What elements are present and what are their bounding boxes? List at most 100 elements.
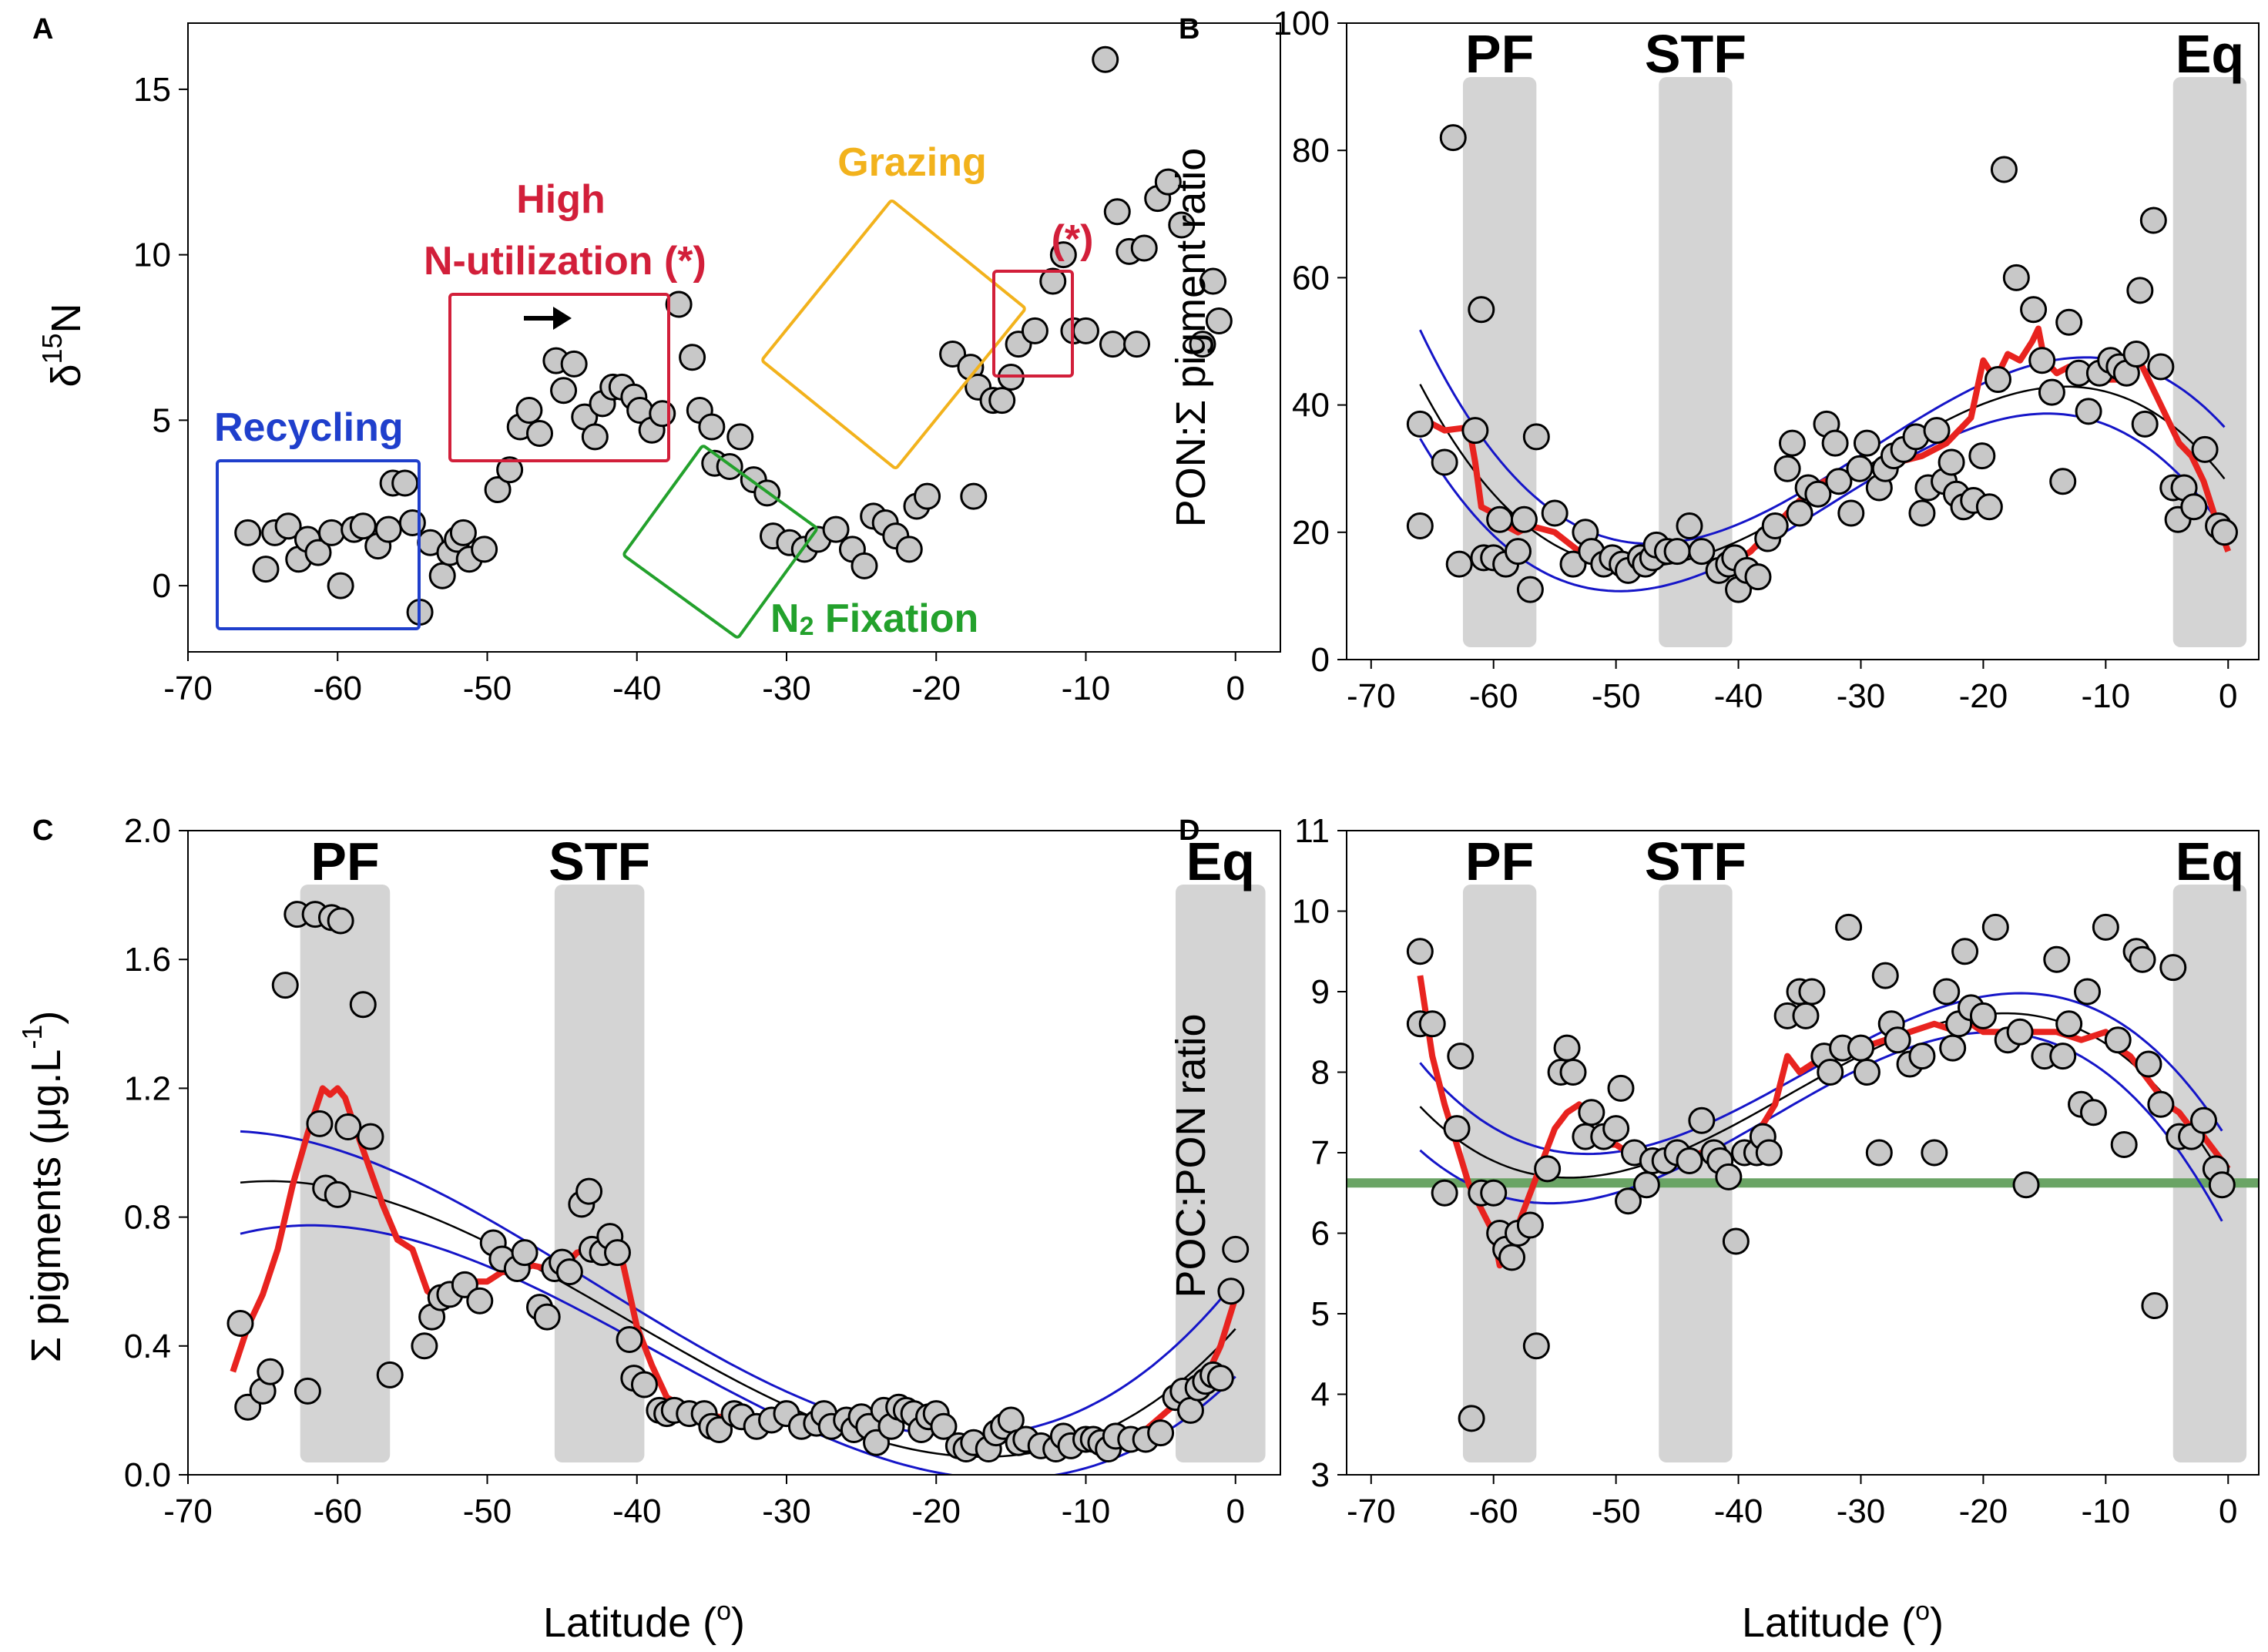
data-point <box>317 519 345 546</box>
y-tick-label: 5 <box>1311 1295 1330 1333</box>
data-point <box>1516 1211 1544 1239</box>
x-tick-label: -20 <box>1959 1493 2008 1530</box>
data-point <box>1663 538 1691 566</box>
x-tick-label: 0 <box>2219 1493 2237 1530</box>
data-point <box>1553 1034 1581 1062</box>
data-point <box>603 1239 631 1267</box>
data-point <box>1123 331 1151 358</box>
data-point <box>1969 1002 1997 1029</box>
data-point <box>1406 512 1434 540</box>
zone-band <box>1659 77 1733 647</box>
data-point <box>560 350 588 378</box>
x-tick-label: -40 <box>612 1493 662 1530</box>
data-point <box>726 423 754 451</box>
y-tick-label: 5 <box>153 401 171 439</box>
data-point <box>1676 1147 1703 1174</box>
data-point <box>1206 1365 1234 1392</box>
data-point <box>1798 978 1826 1006</box>
data-point <box>1458 1405 1485 1432</box>
y-tick-label: 8 <box>1311 1054 1330 1092</box>
panel-d-points <box>1406 913 2236 1432</box>
x-tick-label: -30 <box>762 670 811 707</box>
data-point <box>2139 206 2167 234</box>
data-point <box>234 519 262 546</box>
y-tick-label: 3 <box>1311 1456 1330 1494</box>
panel-a-points <box>234 45 1233 626</box>
y-tick-label: 7 <box>1311 1134 1330 1172</box>
data-point <box>2159 954 2187 982</box>
high-label-line2: N-utilization (*) <box>424 239 706 284</box>
data-point <box>555 1258 583 1286</box>
x-tick-label: -50 <box>1592 1493 1641 1530</box>
y-tick-label: 20 <box>1292 514 1330 552</box>
data-point <box>411 1332 438 1360</box>
data-point <box>1835 913 1863 941</box>
data-point <box>914 482 941 510</box>
data-point <box>1486 505 1514 533</box>
panel-c-y-axis-label: Σ pigments (μg.L-1) <box>16 1011 69 1363</box>
data-point <box>428 562 456 589</box>
x-tick-label: -30 <box>762 1493 811 1530</box>
y-tick-label: 9 <box>1311 973 1330 1011</box>
data-point <box>1817 1059 1844 1086</box>
zone-label: STF <box>549 831 650 891</box>
data-point <box>1522 423 1550 451</box>
data-point <box>1103 198 1131 226</box>
data-point <box>2147 1090 2175 1118</box>
data-point <box>1072 317 1099 344</box>
data-point <box>374 515 402 543</box>
panel-c-frame <box>187 830 1281 1476</box>
equatorial-star-label: (*) <box>1052 217 1094 262</box>
data-point <box>1099 331 1126 358</box>
data-point <box>2055 308 2083 336</box>
y-tick-label: 6 <box>1311 1215 1330 1253</box>
data-point <box>1534 1155 1562 1183</box>
data-point <box>2012 1171 2040 1199</box>
data-point <box>324 1180 351 1208</box>
data-point <box>2208 1171 2236 1199</box>
data-point <box>274 512 302 540</box>
data-point <box>550 377 578 405</box>
zone-band <box>1659 885 1733 1462</box>
zone-band <box>1176 885 1266 1462</box>
data-point <box>1990 156 2018 183</box>
data-point <box>1602 1115 1630 1143</box>
data-point <box>2020 296 2048 324</box>
data-point <box>1406 938 1434 965</box>
zone-label: STF <box>1645 24 1746 84</box>
high-n-utilization-box <box>448 293 670 462</box>
data-point <box>1049 241 1077 269</box>
x-tick-label: -40 <box>1714 1493 1763 1530</box>
data-point <box>1147 1419 1175 1447</box>
data-point <box>1445 550 1473 578</box>
data-point <box>1778 429 1806 457</box>
panel-d-x-axis-label: Latitude (o) <box>1742 1597 1944 1646</box>
data-point <box>271 972 299 999</box>
data-point <box>2126 277 2154 304</box>
data-point <box>1607 1074 1635 1102</box>
data-point <box>1176 1396 1204 1424</box>
y-tick-label: 10 <box>133 237 171 274</box>
zone-band <box>2172 77 2247 647</box>
data-point <box>1510 505 1538 533</box>
data-point <box>304 539 332 566</box>
data-point <box>391 469 419 497</box>
data-point <box>2147 353 2175 381</box>
data-point <box>1804 480 1832 508</box>
x-tick-label: -60 <box>1469 1493 1518 1530</box>
panel-d-frame <box>1346 830 2260 1476</box>
panel-a-frame <box>187 22 1281 653</box>
data-point <box>1189 331 1216 358</box>
zone-label: PF <box>1465 24 1534 84</box>
data-point <box>252 556 280 583</box>
panel-b: B PON:Σ pigment ratio PF STF Eq -70 -60 -50-… <box>1168 5 2260 715</box>
ci-lower-line <box>1419 1031 2223 1222</box>
y-tick-label: 0.4 <box>124 1328 171 1365</box>
x-tick-label: -70 <box>1347 1493 1396 1530</box>
y-tick-label: 60 <box>1292 259 1330 297</box>
grazing-box <box>761 200 1026 469</box>
data-point <box>1938 448 1965 476</box>
data-point <box>484 476 512 504</box>
data-point <box>2122 341 2150 368</box>
